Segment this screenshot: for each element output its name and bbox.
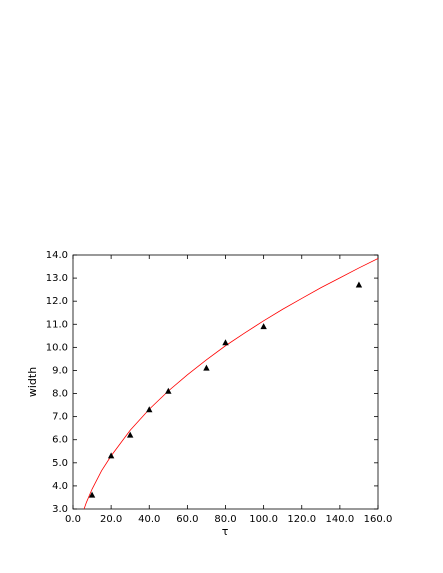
data-point <box>126 431 134 438</box>
x-axis-title: τ <box>222 525 229 538</box>
fit-line <box>83 258 379 510</box>
data-point <box>260 323 267 330</box>
x-tick-label: 100.0 <box>249 514 278 525</box>
y-tick-label: 6.0 <box>52 435 68 446</box>
x-tick-label: 20.0 <box>100 514 122 525</box>
x-tick-label: 80.0 <box>214 514 236 525</box>
x-tick-label: 40.0 <box>138 514 160 525</box>
data-point <box>146 406 153 413</box>
data-point <box>203 364 210 371</box>
data-point <box>222 339 229 346</box>
y-tick-label: 11.0 <box>46 319 68 330</box>
y-tick-label: 4.0 <box>52 481 68 492</box>
x-tick-label: 140.0 <box>326 514 355 525</box>
y-tick-label: 3.0 <box>52 504 68 515</box>
data-point <box>165 387 172 394</box>
data-point <box>107 452 115 459</box>
plot-frame <box>72 254 379 510</box>
data-point <box>88 491 96 498</box>
x-tick-label: 0.0 <box>65 514 81 525</box>
y-tick-label: 7.0 <box>52 412 68 423</box>
x-tick-label: 60.0 <box>176 514 198 525</box>
y-tick-label: 9.0 <box>52 365 68 376</box>
y-tick-label: 13.0 <box>46 273 68 284</box>
y-tick-label: 14.0 <box>46 250 68 261</box>
y-tick-label: 12.0 <box>46 296 68 307</box>
data-point <box>355 281 363 288</box>
y-tick-label: 8.0 <box>52 389 68 400</box>
y-tick-label: 10.0 <box>46 342 68 353</box>
y-axis-title: width <box>26 367 39 397</box>
x-tick-label: 120.0 <box>287 514 316 525</box>
y-tick-label: 5.0 <box>52 458 68 469</box>
x-tick-label: 160.0 <box>364 514 393 525</box>
